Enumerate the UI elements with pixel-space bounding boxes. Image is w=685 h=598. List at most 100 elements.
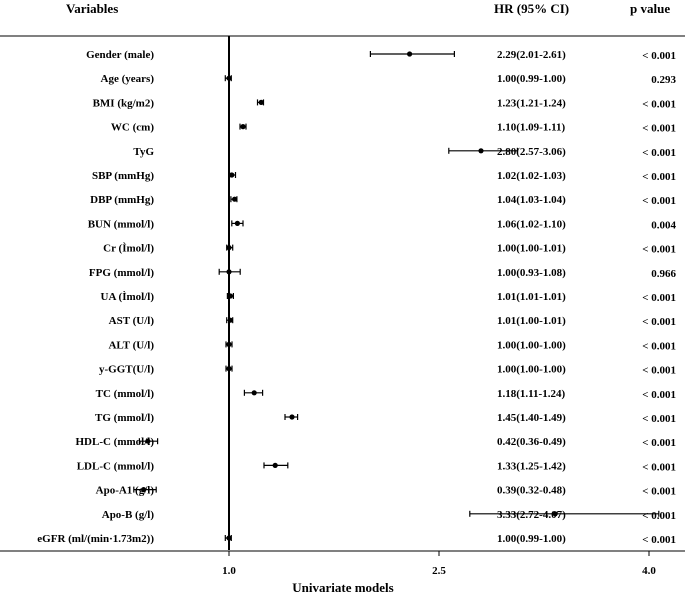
row-label: eGFR (ml/(min·1.73m2)) (37, 533, 154, 545)
p-value: < 0.001 (642, 486, 676, 498)
forest-row: TG (mmol/l) 1.45(1.40-1.49) < 0.001 (95, 412, 676, 425)
hr-ci-value: 1.02(1.02-1.03) (497, 170, 566, 182)
row-label: TyG (133, 146, 154, 158)
hr-point (251, 390, 257, 396)
hr-ci-value: 1.04(1.03-1.04) (497, 194, 566, 206)
forest-row: WC (cm) 1.10(1.09-1.11) < 0.001 (111, 122, 676, 135)
hr-ci-value: 1.18(1.11-1.24) (497, 388, 565, 400)
p-value: 0.293 (651, 74, 676, 86)
p-value: < 0.001 (642, 171, 676, 183)
hr-ci-value: 1.10(1.09-1.11) (497, 122, 565, 134)
p-value: < 0.001 (642, 50, 676, 62)
row-label: TC (mmol/l) (96, 388, 155, 400)
forest-row: SBP (mmHg) 1.02(1.02-1.03) < 0.001 (92, 170, 676, 183)
hr-point (141, 487, 147, 493)
header-p-value: p value (630, 1, 670, 16)
x-tick-label: 1.0 (222, 565, 236, 577)
p-value: < 0.001 (642, 98, 676, 110)
hr-point (258, 99, 264, 105)
row-label: TG (mmol/l) (95, 412, 154, 424)
row-label: Gender (male) (86, 49, 154, 61)
hr-point (240, 124, 246, 130)
hr-ci-value: 2.80(2.57-3.06) (497, 146, 566, 158)
hr-point (552, 511, 558, 517)
row-label: HDL-C (mmol/l) (75, 436, 154, 448)
hr-ci-value: 0.42(0.36-0.49) (497, 436, 566, 448)
row-label: Age (years) (101, 73, 155, 85)
hr-ci-value: 3.33(2.72-4.07) (497, 509, 566, 521)
forest-row: HDL-C (mmol/l) 0.42(0.36-0.49) < 0.001 (75, 436, 676, 449)
p-value: < 0.001 (642, 461, 676, 473)
row-label: Cr (Ìmol/l) (103, 243, 154, 255)
hr-ci-value: 1.00(1.00-1.01) (497, 243, 566, 255)
hr-ci-value: 1.45(1.40-1.49) (497, 412, 566, 424)
p-value: < 0.001 (642, 389, 676, 401)
forest-row: ALT (U/l) 1.00(1.00-1.00) < 0.001 (108, 339, 676, 352)
p-value: < 0.001 (642, 244, 676, 256)
forest-row: LDL-C (mmol/l) 1.33(1.25-1.42) < 0.001 (77, 460, 676, 473)
x-tick-label: 4.0 (642, 565, 656, 577)
hr-ci-value: 1.00(0.93-1.08) (497, 267, 566, 279)
p-value: < 0.001 (642, 147, 676, 159)
hr-point (229, 172, 235, 178)
row-label: Apo-A1 (g/l) (96, 485, 155, 497)
hr-point (272, 462, 278, 468)
row-label: Apo-B (g/l) (102, 509, 155, 521)
hr-ci-value: 1.06(1.02-1.10) (497, 218, 566, 230)
hr-point (407, 51, 413, 57)
p-value: 0.966 (651, 268, 676, 280)
hr-ci-value: 1.01(1.01-1.01) (497, 291, 566, 303)
hr-ci-value: 1.00(0.99-1.00) (497, 73, 566, 85)
p-value: < 0.001 (642, 413, 676, 425)
p-value: < 0.001 (642, 437, 676, 449)
row-label: DBP (mmHg) (90, 194, 154, 206)
row-label: WC (cm) (111, 122, 154, 134)
p-value: < 0.001 (642, 365, 676, 377)
hr-point (234, 220, 240, 226)
hr-point (289, 414, 295, 420)
forest-row: BMI (kg/m2) 1.23(1.21-1.24) < 0.001 (93, 97, 676, 110)
hr-ci-value: 1.23(1.21-1.24) (497, 97, 566, 109)
forest-row: FPG (mmol/l) 1.00(0.93-1.08) 0.966 (89, 267, 677, 280)
hr-point (232, 196, 238, 202)
forest-row: TC (mmol/l) 1.18(1.11-1.24) < 0.001 (96, 388, 676, 401)
forest-row: eGFR (ml/(min·1.73m2)) 1.00(0.99-1.00) < 0… (37, 533, 676, 546)
hr-ci-value: 1.01(1.00-1.01) (497, 315, 566, 327)
p-value: < 0.001 (642, 534, 676, 546)
row-label: UA (Ìmol/l) (101, 291, 155, 303)
row-label: AST (U/l) (109, 315, 155, 327)
forest-row: BUN (mmol/l) 1.06(1.02-1.10) 0.004 (88, 218, 677, 231)
row-label: LDL-C (mmol/l) (77, 460, 155, 472)
p-value: < 0.001 (642, 340, 676, 352)
hr-ci-value: 1.00(1.00-1.00) (497, 364, 566, 376)
p-value: 0.004 (651, 219, 676, 231)
p-value: < 0.001 (642, 292, 676, 304)
forest-row: Apo-B (g/l) 3.33(2.72-4.07) < 0.001 (102, 509, 676, 522)
forest-row: TyG 2.80(2.57-3.06) < 0.001 (133, 146, 676, 159)
hr-ci-value: 2.29(2.01-2.61) (497, 49, 566, 61)
hr-ci-value: 1.00(1.00-1.00) (497, 339, 566, 351)
hr-ci-value: 0.39(0.32-0.48) (497, 485, 566, 497)
forest-row: AST (U/l) 1.01(1.00-1.01) < 0.001 (109, 315, 676, 328)
forest-row: Apo-A1 (g/l) 0.39(0.32-0.48) < 0.001 (96, 485, 676, 498)
row-label: BMI (kg/m2) (93, 97, 155, 109)
forest-row: Gender (male) 2.29(2.01-2.61) < 0.001 (86, 49, 676, 62)
hr-ci-value: 1.00(0.99-1.00) (497, 533, 566, 545)
p-value: < 0.001 (642, 123, 676, 135)
forest-rows: Gender (male) 2.29(2.01-2.61) < 0.001 Age (… (37, 49, 676, 546)
forest-row: y-GGT(U/l) 1.00(1.00-1.00) < 0.001 (99, 364, 676, 377)
x-tick-label: 2.5 (432, 565, 446, 577)
header-variables: Variables (66, 1, 118, 16)
row-label: ALT (U/l) (108, 339, 154, 351)
p-value: < 0.001 (642, 316, 676, 328)
forest-row: UA (Ìmol/l) 1.01(1.01-1.01) < 0.001 (101, 291, 676, 304)
p-value: < 0.001 (642, 195, 676, 207)
x-axis-ticks: 1.0 2.5 4.0 (222, 551, 656, 577)
forest-row: Age (years) 1.00(0.99-1.00) 0.293 (101, 73, 677, 86)
header-hr: HR (95% CI) (494, 1, 569, 16)
hr-ci-value: 1.33(1.25-1.42) (497, 460, 566, 472)
forest-row: Cr (Ìmol/l) 1.00(1.00-1.01) < 0.001 (103, 243, 676, 256)
p-value: < 0.001 (642, 510, 676, 522)
row-label: y-GGT(U/l) (99, 364, 154, 376)
